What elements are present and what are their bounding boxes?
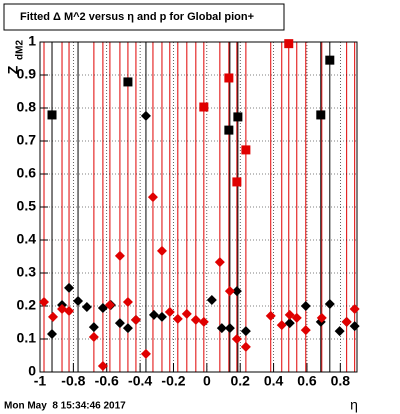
diamond-marker — [265, 310, 276, 321]
diamond-marker — [231, 334, 242, 344]
diamond-marker — [300, 301, 311, 311]
title-box — [3, 3, 285, 31]
frame — [39, 41, 358, 373]
plot-area — [40, 42, 357, 372]
diamond-marker — [276, 320, 287, 331]
x-tick-label: 0.6 — [297, 373, 317, 389]
y-tick-label: 0.3 — [17, 264, 37, 280]
diamond-marker — [300, 325, 311, 336]
square-marker — [232, 177, 242, 187]
diamond-marker — [104, 300, 115, 311]
square-marker — [123, 77, 133, 87]
y-tick-label: 0.8 — [17, 99, 37, 115]
y-tick-label: 0.6 — [17, 165, 37, 181]
square-marker — [316, 110, 326, 120]
diamond-marker — [224, 286, 235, 297]
diamond-marker — [316, 312, 327, 323]
diamond-marker — [148, 309, 159, 320]
diamond-marker — [291, 312, 302, 323]
diamond-marker — [240, 341, 251, 352]
diamond-marker — [114, 250, 125, 261]
diamond-marker — [114, 318, 125, 329]
x-tick-label: 0.8 — [331, 373, 351, 389]
x-tick-label: 0.4 — [264, 373, 284, 389]
x-tick-label: -0.8 — [61, 373, 85, 389]
x-tick-label: -0.2 — [161, 373, 185, 389]
y-tick-label: 0.1 — [17, 330, 37, 346]
diamond-marker — [64, 305, 75, 316]
x-tick-label: 0.2 — [230, 373, 250, 389]
diamond-marker — [88, 332, 99, 343]
y-axis-label: Z — [5, 65, 21, 74]
diamond-marker — [284, 318, 295, 329]
diamond-marker — [214, 257, 225, 268]
square-marker — [284, 39, 294, 49]
y-tick-label: 0 — [28, 363, 36, 379]
diamond-marker — [240, 326, 251, 337]
diamond-marker — [147, 192, 158, 203]
diamond-marker — [349, 321, 360, 332]
diamond-marker — [216, 323, 227, 334]
y-tick-label: 0.4 — [17, 231, 37, 247]
diamond-marker — [122, 323, 133, 334]
diamond-marker — [349, 303, 360, 314]
diamond-marker — [88, 322, 99, 333]
diamond-marker — [130, 314, 141, 325]
x-axis-label: η — [350, 397, 358, 413]
diamond-marker — [224, 323, 235, 334]
diamond-marker — [122, 297, 133, 308]
square-marker — [241, 145, 251, 155]
diamond-marker — [156, 311, 167, 322]
diamond-marker — [81, 301, 92, 312]
y-tick-label: 0.7 — [17, 132, 37, 148]
diamond-marker — [164, 306, 175, 317]
diamond-marker — [198, 316, 209, 327]
diamond-marker — [206, 295, 217, 306]
diamond-marker — [172, 313, 183, 324]
diamond-marker — [231, 286, 242, 297]
diamond-marker — [48, 311, 59, 322]
y-axis-label-sub: dM2 — [15, 40, 26, 60]
diamond-marker — [57, 303, 68, 314]
square-marker — [224, 125, 234, 135]
diamond-marker — [39, 297, 50, 308]
x-tick-label: -0.6 — [95, 373, 119, 389]
square-marker — [325, 55, 335, 65]
x-tick-label: -1 — [34, 373, 47, 389]
y-tick-label: 1 — [28, 33, 36, 49]
diamond-marker — [190, 314, 201, 325]
diamond-marker — [334, 326, 345, 337]
diamond-marker — [97, 361, 108, 372]
diamond-marker — [73, 296, 84, 307]
diamond-marker — [181, 308, 192, 319]
diamond-marker — [64, 282, 75, 293]
diamond-marker — [140, 110, 151, 121]
y-tick-label: 0.2 — [17, 297, 37, 313]
x-tick-label: 0 — [203, 373, 211, 389]
y-tick-label: 0.5 — [17, 198, 37, 214]
diamond-marker — [324, 299, 335, 310]
square-marker — [233, 112, 243, 122]
square-marker — [47, 110, 57, 120]
square-marker — [199, 102, 209, 112]
diamond-marker — [341, 316, 352, 327]
diamond-marker — [156, 245, 167, 256]
timestamp: Mon May 8 15:34:46 2017 — [4, 401, 126, 412]
diamond-marker — [140, 348, 151, 359]
y-tick-label: 0.9 — [17, 66, 37, 82]
x-tick-label: -0.4 — [128, 373, 152, 389]
chart-title: Fitted Δ M^2 versus η and p for Global p… — [20, 11, 254, 23]
diamond-marker — [47, 329, 58, 340]
square-marker — [224, 73, 234, 83]
